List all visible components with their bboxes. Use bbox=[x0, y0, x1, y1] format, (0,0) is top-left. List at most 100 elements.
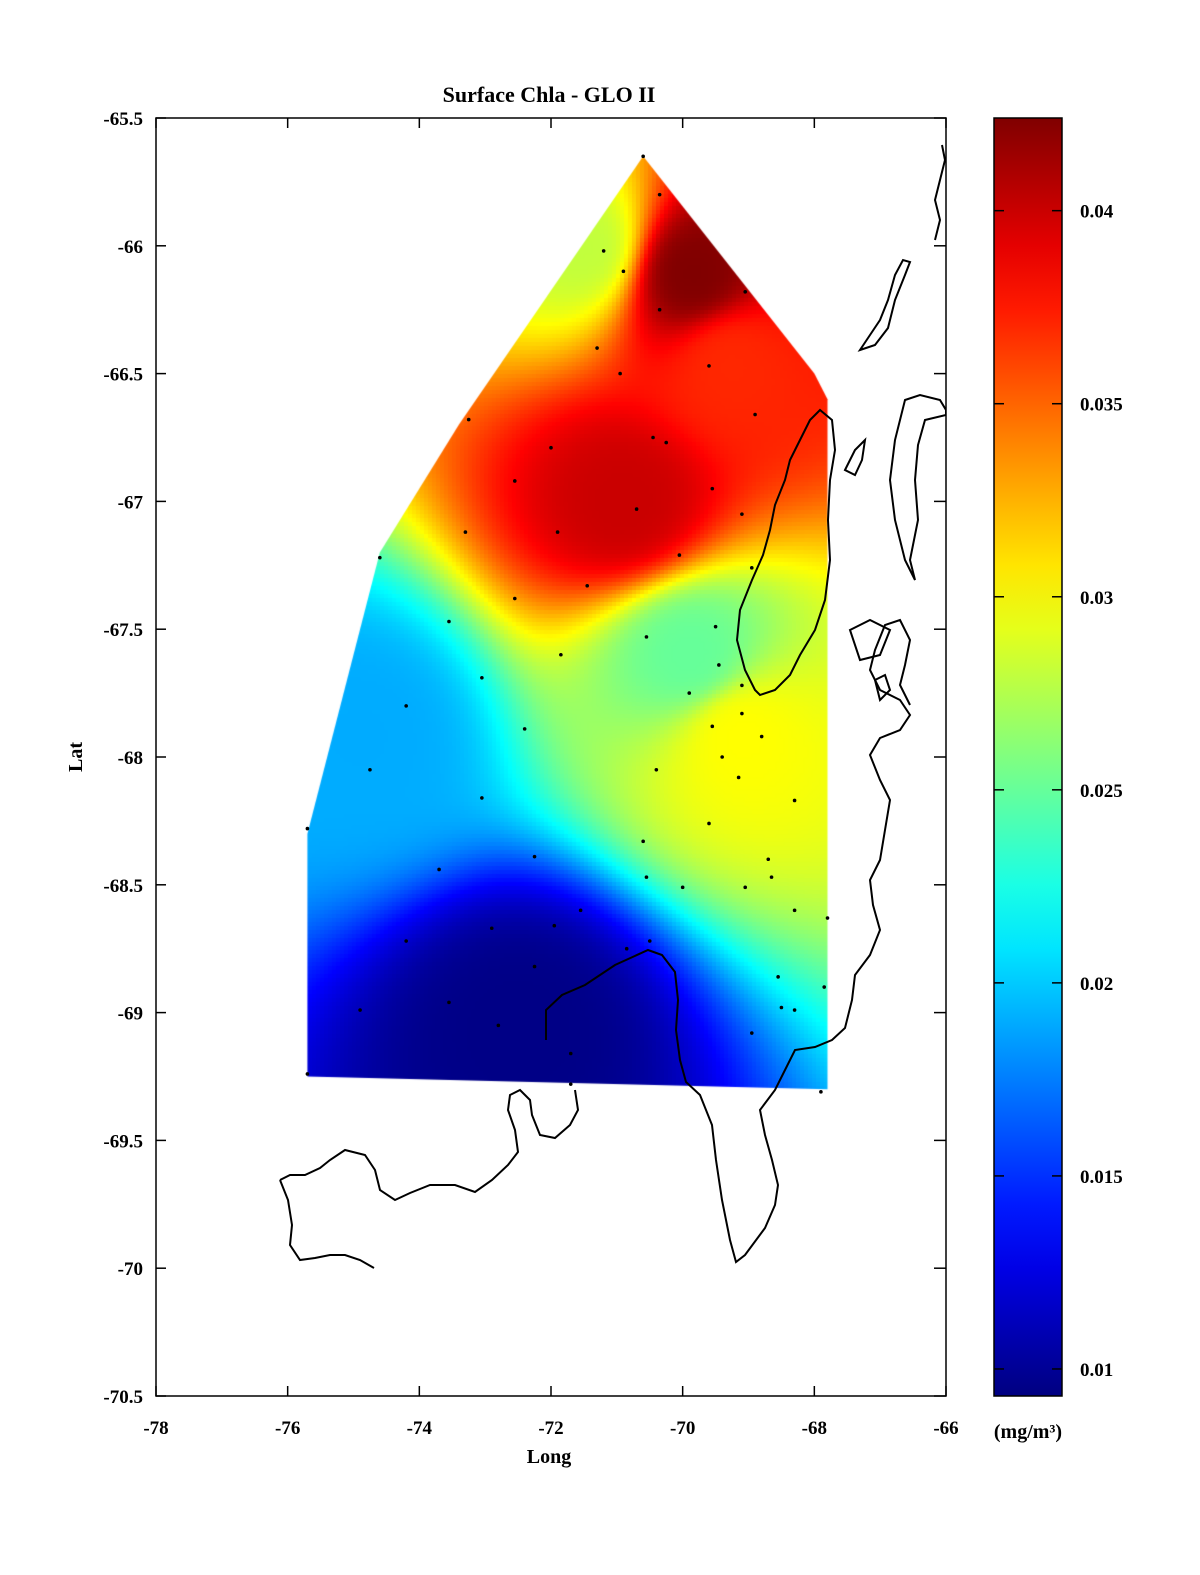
y-tick-label: -67 bbox=[118, 492, 144, 513]
station-marker bbox=[749, 1031, 754, 1035]
station-marker bbox=[680, 885, 685, 890]
colorbar-tick-label: 0.04 bbox=[1080, 202, 1114, 223]
station-marker bbox=[601, 249, 606, 253]
station-marker bbox=[657, 192, 662, 197]
y-tick-label: -69 bbox=[118, 1004, 143, 1025]
station-marker bbox=[825, 916, 830, 920]
coastline-peninsula-east bbox=[857, 258, 912, 352]
station-marker bbox=[466, 417, 471, 422]
y-tick-label: -66.5 bbox=[103, 365, 143, 386]
station-marker bbox=[568, 1082, 573, 1086]
station-marker bbox=[634, 507, 639, 511]
station-marker bbox=[404, 704, 408, 708]
station-marker bbox=[792, 1008, 797, 1012]
station-marker bbox=[585, 583, 590, 588]
station-marker bbox=[779, 1005, 784, 1010]
station-marker bbox=[743, 290, 748, 294]
y-tick-label: -70.5 bbox=[103, 1387, 143, 1408]
y-tick-label: -65.5 bbox=[103, 109, 143, 130]
colorbar-unit-label: (mg/m³) bbox=[994, 1421, 1062, 1443]
x-axis: -78 -76 -74 -72 -70 -68 -66 bbox=[143, 118, 959, 1439]
station-marker bbox=[687, 691, 692, 695]
coastline-peninsula-mid bbox=[888, 393, 946, 581]
station-marker bbox=[368, 767, 372, 772]
station-marker bbox=[707, 364, 711, 368]
station-marker bbox=[618, 371, 622, 376]
y-tick-label: -66 bbox=[118, 237, 143, 258]
station-marker bbox=[717, 663, 721, 667]
station-marker bbox=[647, 939, 652, 943]
station-marker bbox=[736, 775, 741, 780]
station-marker bbox=[532, 854, 537, 859]
chla-heatmap-field bbox=[156, 118, 946, 1396]
y-tick-label: -68 bbox=[118, 748, 143, 769]
colorbar-tick-label: 0.03 bbox=[1080, 588, 1113, 609]
y-tick-label: -70 bbox=[118, 1259, 143, 1280]
station-marker bbox=[740, 711, 744, 716]
station-marker bbox=[707, 821, 711, 826]
station-marker bbox=[512, 479, 517, 483]
station-marker bbox=[651, 435, 655, 440]
chart-title: Surface Chla - GLO II bbox=[443, 82, 656, 107]
coastline-islands-east bbox=[843, 437, 892, 702]
station-marker bbox=[305, 1072, 310, 1076]
station-marker bbox=[305, 826, 310, 831]
station-marker bbox=[677, 553, 682, 557]
colorbar-tick-label: 0.015 bbox=[1080, 1167, 1123, 1188]
station-marker bbox=[358, 1008, 362, 1012]
station-marker bbox=[819, 1090, 823, 1094]
station-marker bbox=[595, 346, 599, 350]
station-marker bbox=[710, 486, 715, 491]
station-marker bbox=[447, 1000, 451, 1005]
station-marker bbox=[549, 445, 553, 450]
station-marker bbox=[749, 566, 754, 570]
station-marker bbox=[559, 652, 563, 657]
x-tick-label: -78 bbox=[143, 1418, 168, 1439]
station-marker bbox=[740, 683, 744, 688]
station-marker bbox=[480, 675, 484, 680]
station-marker bbox=[644, 635, 649, 639]
y-axis: -65.5 -66 -66.5 -67 -67.5 -68 -68.5 -69 -69.5 -70… bbox=[103, 109, 946, 1408]
colorbar bbox=[993, 117, 1063, 1397]
coastline-mainland-west bbox=[279, 1179, 375, 1269]
x-tick-label: -74 bbox=[407, 1418, 433, 1439]
station-marker bbox=[776, 975, 780, 979]
station-marker bbox=[568, 1051, 573, 1056]
station-marker bbox=[743, 885, 748, 890]
station-marker bbox=[378, 555, 382, 560]
coastline-mainland-south bbox=[279, 1088, 580, 1202]
station-marker bbox=[552, 923, 557, 928]
station-marker bbox=[654, 767, 659, 772]
station-marker bbox=[463, 530, 468, 534]
y-axis-label: Lat bbox=[65, 742, 87, 772]
station-marker bbox=[522, 727, 527, 731]
station-marker bbox=[792, 798, 797, 803]
station-marker bbox=[720, 755, 724, 759]
station-marker bbox=[792, 908, 797, 913]
coastline-adelaide-island bbox=[735, 408, 837, 697]
station-marker bbox=[624, 946, 629, 951]
x-tick-label: -76 bbox=[275, 1418, 300, 1439]
station-marker bbox=[437, 867, 441, 872]
y-tick-label: -68.5 bbox=[103, 876, 143, 897]
station-marker bbox=[489, 926, 494, 931]
station-marker bbox=[657, 307, 662, 312]
station-marker bbox=[447, 619, 451, 624]
station-marker bbox=[578, 908, 583, 913]
x-tick-label: -68 bbox=[802, 1418, 827, 1439]
station-marker bbox=[621, 269, 626, 274]
colorbar-tick-label: 0.01 bbox=[1080, 1360, 1113, 1381]
x-axis-label: Long bbox=[527, 1446, 571, 1468]
colorbar-tick-label: 0.02 bbox=[1080, 974, 1113, 995]
x-tick-label: -70 bbox=[670, 1418, 695, 1439]
station-markers bbox=[305, 154, 830, 1094]
station-marker bbox=[496, 1023, 501, 1028]
colorbar-tick-label: 0.035 bbox=[1080, 395, 1123, 416]
colorbar-tick-label: 0.025 bbox=[1080, 781, 1123, 802]
y-tick-label: -69.5 bbox=[103, 1131, 143, 1152]
coastline-peninsula-north bbox=[933, 144, 946, 241]
station-marker bbox=[713, 624, 718, 629]
x-tick-label: -66 bbox=[933, 1418, 958, 1439]
station-marker bbox=[512, 596, 517, 601]
station-marker bbox=[664, 440, 669, 445]
